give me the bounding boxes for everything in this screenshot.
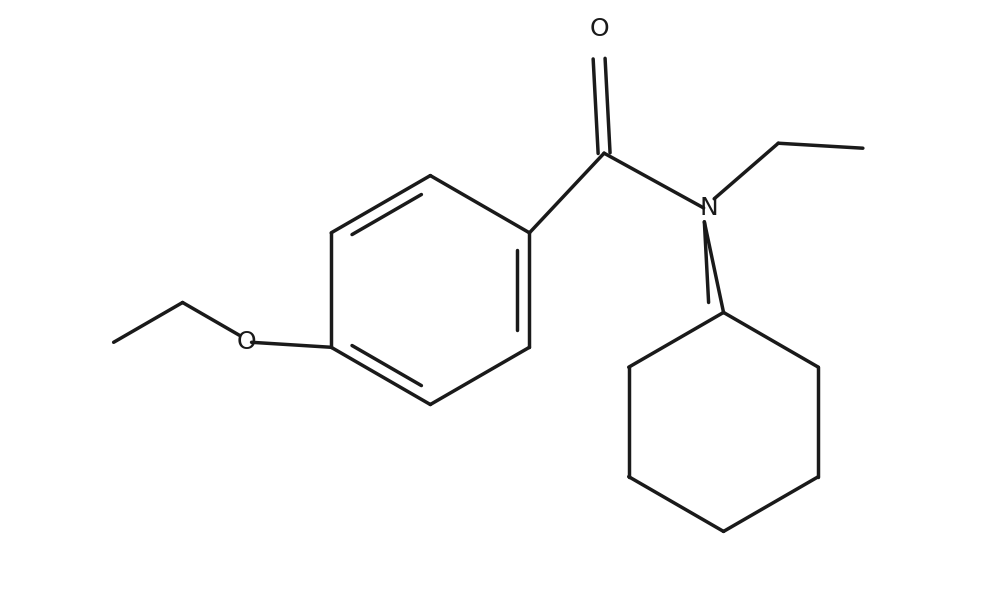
Text: O: O [589,17,609,41]
Text: O: O [236,331,256,355]
Text: N: N [699,196,718,220]
